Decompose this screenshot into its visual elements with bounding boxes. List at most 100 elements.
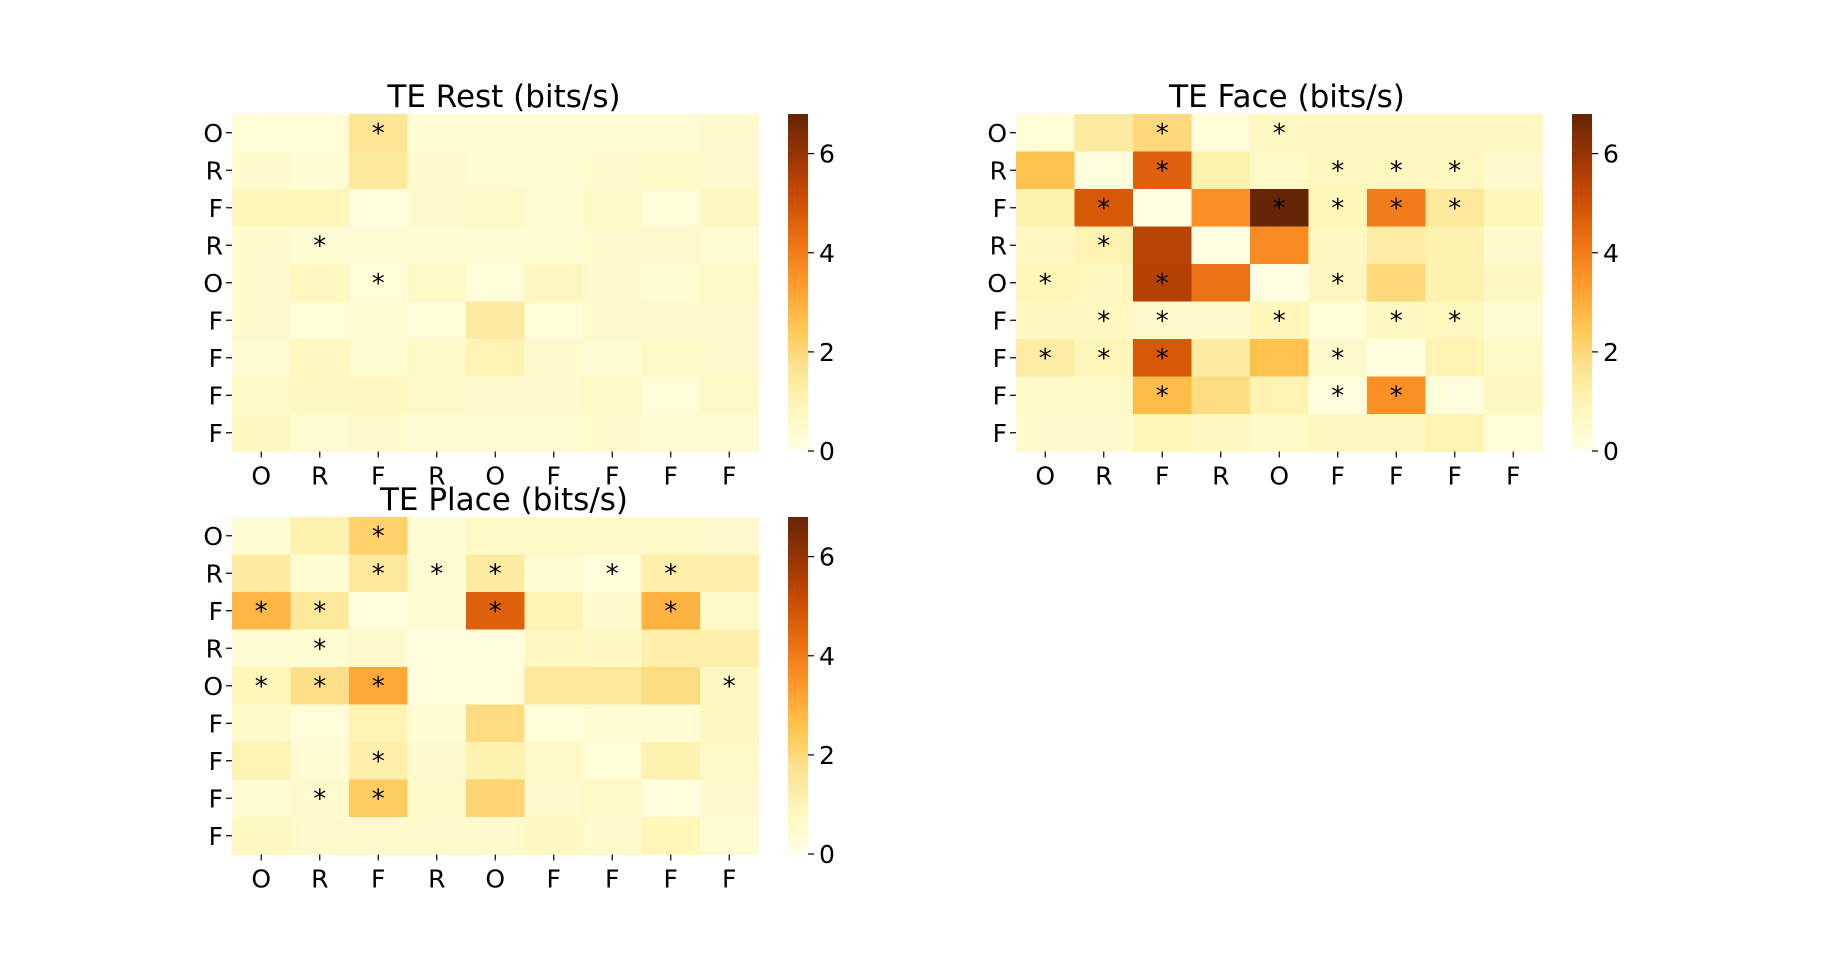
heatmap-cell [1308, 339, 1368, 378]
heatmap-cell [466, 779, 526, 818]
heatmap-cell [641, 376, 701, 415]
x-tick-label: F [722, 462, 736, 491]
heatmap-cell [1484, 301, 1544, 340]
colorbar-gradient [788, 114, 808, 451]
heatmap-cell [1191, 114, 1251, 153]
heatmap-cell [232, 376, 292, 415]
heatmap-cell [1016, 264, 1076, 303]
heatmap-cell [1074, 414, 1134, 453]
heatmap-cell [1074, 226, 1134, 265]
significance-marker: * [1156, 269, 1169, 299]
colorbar-tick-label: 2 [1603, 338, 1619, 367]
y-tick-label: F [993, 419, 1007, 448]
heatmap-panel-face: TE Face (bits/s) * ** * * ** * * * *** * ** * * * ** * *… [987, 79, 1619, 491]
heatmap-cell [1308, 376, 1368, 415]
y-tick-label: O [203, 522, 223, 551]
heatmap-cell [1133, 301, 1193, 340]
heatmap-cell [641, 629, 701, 668]
chart-title: TE Rest (bits/s) [386, 79, 620, 115]
significance-marker: * [1448, 194, 1461, 224]
significance-marker: * [1390, 156, 1403, 186]
heatmap-cell [1425, 189, 1485, 228]
chart-title: TE Place (bits/s) [379, 482, 628, 518]
colorbar-tick-label: 6 [819, 140, 835, 169]
heatmap-cell [583, 264, 643, 303]
heatmap-cell [232, 114, 292, 153]
significance-marker: * [1390, 194, 1403, 224]
x-tick-label: R [428, 865, 445, 894]
heatmap-cell [407, 629, 467, 668]
heatmap-cell [641, 554, 701, 593]
heatmap-cell [700, 151, 760, 190]
heatmap-cell [407, 151, 467, 190]
heatmap-cell [1133, 339, 1193, 378]
significance-marker: * [313, 597, 326, 627]
heatmap-cell [583, 414, 643, 453]
heatmap-cell [1133, 264, 1193, 303]
heatmap-cell [524, 554, 584, 593]
significance-marker: * [255, 597, 268, 627]
heatmap-cell [349, 667, 409, 706]
heatmap-cell [466, 667, 526, 706]
x-tick-label: F [547, 865, 561, 894]
significance-marker: * [372, 559, 385, 589]
heatmap-cell [700, 554, 760, 593]
heatmap-cell [407, 414, 467, 453]
y-tick-label: F [209, 784, 223, 813]
heatmap-cell [1191, 226, 1251, 265]
significance-marker: * [1097, 231, 1110, 261]
heatmap-cell [407, 339, 467, 378]
heatmap-cell [1308, 189, 1368, 228]
heatmap-cell [583, 667, 643, 706]
heatmap-cell [1308, 226, 1368, 265]
significance-marker: * [489, 597, 502, 627]
heatmap-cell [1484, 114, 1544, 153]
colorbar: 0 2 4 6 [788, 517, 835, 869]
heatmap-cell [466, 151, 526, 190]
heatmap-cell [1425, 114, 1485, 153]
heatmap-cell [524, 592, 584, 631]
significance-marker: * [1156, 156, 1169, 186]
heatmap-cell [700, 629, 760, 668]
heatmap-cell [641, 517, 701, 556]
heatmap-cell [232, 742, 292, 781]
heatmap-cell [524, 517, 584, 556]
x-tick-label: R [1095, 462, 1112, 491]
heatmap-cell [1484, 376, 1544, 415]
heatmap-cell [349, 817, 409, 856]
heatmap-cell [524, 704, 584, 743]
x-tick-label: R [311, 462, 328, 491]
x-tick-label: F [605, 462, 619, 491]
colorbar: 0 2 4 6 [1572, 114, 1619, 466]
heatmap-cell [700, 742, 760, 781]
significance-marker: * [313, 784, 326, 814]
x-tick-label: F [1155, 462, 1169, 491]
significance-marker: * [1331, 156, 1344, 186]
heatmap-panel-place: TE Place (bits/s) ** * * * ** * * *** * * *** * ORF… [203, 482, 835, 894]
heatmap-cell [466, 339, 526, 378]
heatmap-cell [232, 189, 292, 228]
heatmap-cell [349, 189, 409, 228]
heatmap-cell [232, 667, 292, 706]
y-tick-label: F [209, 194, 223, 223]
x-tick-label: O [251, 865, 271, 894]
y-tick-label: F [993, 194, 1007, 223]
heatmap-cell [1367, 151, 1427, 190]
significance-marker: * [313, 672, 326, 702]
significance-marker: * [1331, 269, 1344, 299]
heatmap-cell [1074, 189, 1134, 228]
significance-marker: * [489, 559, 502, 589]
heatmap-cell [290, 151, 350, 190]
heatmap-cell [407, 779, 467, 818]
heatmap-cell [641, 817, 701, 856]
chart-title: TE Face (bits/s) [1168, 79, 1405, 115]
heatmap-cell [232, 779, 292, 818]
heatmap-cell [524, 817, 584, 856]
y-tick-label: F [993, 306, 1007, 335]
heatmap-cell [349, 226, 409, 265]
significance-marker: * [664, 559, 677, 589]
heatmap-cell [700, 667, 760, 706]
heatmap-cells: * * * * * * * * * * * * * * * * * * * * * * * * * * * [1016, 114, 1544, 453]
heatmap-cell [700, 226, 760, 265]
